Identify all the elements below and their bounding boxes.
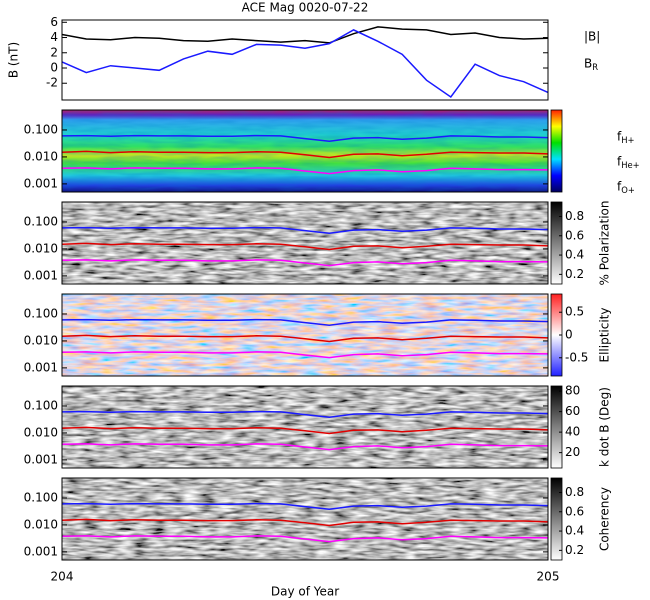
series-line [62, 426, 548, 435]
y-tick-label: 2 [50, 45, 58, 59]
series-line [62, 226, 548, 235]
series-line [62, 167, 548, 175]
y-tick-label: 0.010 [24, 517, 58, 531]
series-line [62, 26, 548, 44]
y-tick-label: 6 [50, 15, 58, 29]
series-line [62, 535, 548, 543]
colorbar [550, 385, 563, 469]
colorbar-tick-label: 0.2 [565, 543, 584, 557]
colorbar-tick-label: 80 [565, 384, 580, 398]
plot-frame [61, 109, 549, 193]
colorbar-tick-label: 0.8 [565, 485, 584, 499]
plot-frame [61, 19, 549, 101]
colorbar-tick-label: 0.6 [565, 504, 584, 518]
y-tick-label: 0.010 [24, 241, 58, 255]
colorbar-tick-label: 0 [565, 328, 573, 342]
y-tick-label: 0.001 [24, 360, 58, 374]
y-tick-label: -2 [46, 76, 58, 90]
colorbar [550, 477, 563, 561]
colorbar-tick-label: 0.8 [565, 209, 584, 223]
series-line [62, 518, 548, 527]
x-tick-label: 204 [51, 570, 74, 584]
colorbar [550, 109, 563, 193]
series-line [62, 351, 548, 359]
legend-entry: |B| [584, 30, 600, 44]
spectrogram-texture [62, 478, 548, 560]
plot-frame [61, 201, 549, 285]
colorbar-tick-label: 40 [565, 425, 580, 439]
y-tick-label: 4 [50, 30, 58, 44]
colorbar-tick-label: 0.4 [565, 524, 584, 538]
spectrogram-texture [62, 386, 548, 468]
series-line [62, 29, 548, 99]
chart-title: ACE Mag 0020-07-22 [242, 1, 369, 15]
colorbar-label: k dot B (Deg) [598, 387, 612, 467]
series-line [62, 150, 548, 159]
y-tick-label: 0.100 [24, 398, 58, 412]
x-tick-label: 205 [537, 570, 560, 584]
x-axis-label: Day of Year [271, 585, 339, 599]
series-line [62, 410, 548, 419]
y-tick-label: 0.001 [24, 544, 58, 558]
plot-frame [61, 385, 549, 469]
colorbar-tick-label: 0.4 [565, 248, 584, 262]
colorbar-label: % Polarization [598, 201, 612, 286]
y-tick-label: 0.100 [24, 490, 58, 504]
colorbar-label: Ellipticity [598, 308, 612, 363]
colorbar-tick-label: -0.5 [565, 350, 588, 364]
colorbar-tick-label: 0.6 [565, 228, 584, 242]
y-tick-label: 0.001 [24, 176, 58, 190]
colorbar-tick-label: 20 [565, 445, 580, 459]
series-line [62, 242, 548, 251]
plot-frame [61, 477, 549, 561]
legend-entry: BR [584, 57, 598, 72]
colorbar-tick-label: 0.5 [565, 305, 584, 319]
series-line [62, 334, 548, 343]
colorbar [550, 201, 563, 285]
y-tick-label: 0.100 [24, 214, 58, 228]
y-tick-label: 0.010 [24, 425, 58, 439]
colorbar-tick-label: 0.2 [565, 267, 584, 281]
y-axis-label: B (nT) [7, 42, 21, 78]
y-tick-label: 0.100 [24, 306, 58, 320]
plot-frame [61, 293, 549, 377]
y-tick-label: 0.001 [24, 268, 58, 282]
series-line [62, 259, 548, 267]
colorbar-tick-label: 60 [565, 404, 580, 418]
spectrogram-texture [62, 110, 548, 192]
colorbar-label: Coherency [598, 487, 612, 551]
legend-entry: fH+ [617, 130, 635, 145]
y-tick-label: 0.100 [24, 122, 58, 136]
series-line [62, 134, 548, 143]
series-line [62, 318, 548, 327]
legend-entry: fHe+ [617, 155, 640, 170]
legend-entry: fO+ [617, 180, 635, 195]
spectrogram-texture [62, 202, 548, 284]
series-line [62, 502, 548, 511]
spectrogram-texture [62, 294, 548, 376]
y-tick-label: 0.010 [24, 333, 58, 347]
y-tick-label: 0.010 [24, 149, 58, 163]
series-line [62, 443, 548, 451]
y-tick-label: 0.001 [24, 452, 58, 466]
y-tick-label: 0 [50, 61, 58, 75]
